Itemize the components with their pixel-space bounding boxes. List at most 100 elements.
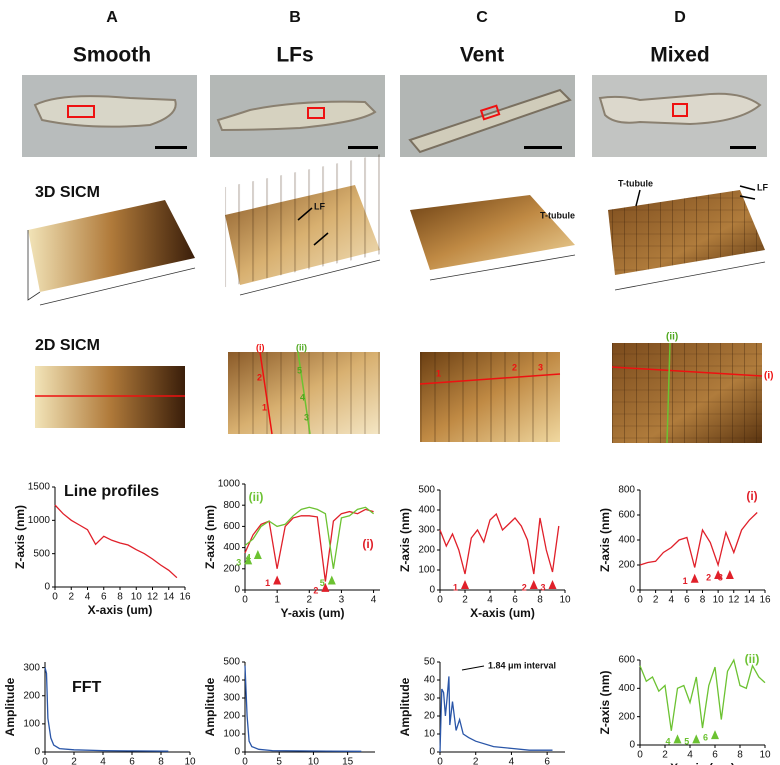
y-tick-label: 1500 [28, 482, 51, 493]
series-label: (ii) [249, 490, 264, 504]
row-label: 2D SICM [35, 337, 100, 354]
sicm-2d-images [35, 342, 763, 444]
image-annotation: T-tubule [618, 178, 653, 188]
x-tick-label: 3 [339, 595, 345, 606]
series-line [244, 508, 374, 582]
x-axis-label: Y-axis (um) [280, 606, 344, 620]
y-tick-label: 500 [223, 657, 240, 668]
brightfield-images [22, 75, 767, 157]
marker-label: 1 [265, 578, 270, 588]
column-title: LFs [276, 44, 313, 67]
marker [692, 734, 701, 744]
x-tick-label: 8 [117, 592, 123, 603]
x-tick-label: 0 [242, 595, 248, 606]
x-tick-label: 10 [131, 592, 143, 603]
x-tick-label: 6 [544, 757, 550, 765]
y-tick-label: 50 [424, 657, 436, 668]
marker [711, 730, 719, 740]
x-tick-label: 8 [700, 595, 706, 606]
marker-label: 5 [684, 737, 689, 747]
x-tick-label: 4 [100, 757, 106, 765]
y-tick-label: 400 [223, 675, 240, 686]
x-tick-label: 4 [668, 595, 674, 606]
y-tick-label: 200 [618, 711, 635, 722]
column-letter: A [106, 9, 118, 26]
x-tick-label: 5 [276, 757, 282, 765]
series-line [439, 676, 553, 753]
image-annotation: (i) [764, 371, 773, 382]
x-tick-label: 0 [437, 595, 443, 606]
series-line [54, 504, 178, 579]
y-tick-label: 500 [33, 548, 50, 559]
row-label: 3D SICM [35, 184, 100, 201]
x-tick-label: 2 [473, 757, 479, 765]
x-tick-label: 8 [737, 750, 743, 761]
y-tick-label: 600 [618, 655, 635, 666]
marker [548, 580, 557, 589]
image-annotation: T-tubule [540, 210, 575, 220]
x-axis-label: X-axis (um) [88, 603, 153, 617]
y-tick-label: 300 [418, 525, 435, 536]
x-tick-label: 4 [487, 595, 493, 606]
column-title: Mixed [650, 44, 710, 67]
y-axis-label: Amplitude [203, 677, 217, 736]
x-tick-label: 0 [637, 750, 643, 761]
x-tick-label: 4 [371, 595, 377, 606]
y-axis-label: Z-axis (nm) [598, 508, 612, 572]
y-tick-label: 0 [429, 585, 435, 596]
x-tick-label: 6 [684, 595, 690, 606]
marker [690, 573, 699, 583]
x-tick-label: 2 [653, 595, 659, 606]
series-label: (i) [746, 489, 757, 503]
x-tick-label: 0 [52, 592, 58, 603]
x-tick-label: 4 [687, 750, 693, 761]
marker-label: 3 [236, 558, 241, 568]
column-letter: B [289, 9, 301, 26]
chart-title: Line profiles [64, 483, 159, 500]
sicm-3d-images [27, 154, 766, 306]
y-tick-label: 400 [618, 535, 635, 546]
image-annotation: 2 [257, 372, 262, 382]
x-tick-label: 8 [158, 757, 164, 765]
x-tick-label: 6 [512, 595, 518, 606]
x-tick-label: 2 [71, 757, 77, 765]
y-tick-label: 300 [223, 693, 240, 704]
x-tick-label: 10 [184, 757, 196, 765]
x-tick-label: 1 [274, 595, 280, 606]
marker [244, 555, 253, 565]
x-tick-label: 10 [713, 595, 725, 606]
y-tick-label: 500 [418, 485, 435, 496]
marker-label: 5 [320, 578, 325, 588]
image-annotation: 4 [300, 392, 305, 402]
column-letter: C [476, 9, 488, 26]
annotation-arrow [461, 665, 485, 671]
marker [529, 580, 538, 589]
x-tick-label: 4 [85, 592, 91, 603]
y-tick-label: 600 [618, 510, 635, 521]
x-tick-label: 0 [42, 757, 48, 765]
y-tick-label: 0 [44, 582, 50, 593]
y-axis-label: Z-axis (nm) [598, 670, 612, 734]
marker-label: 6 [703, 732, 708, 742]
y-tick-label: 200 [618, 560, 635, 571]
column-title: Vent [460, 44, 504, 67]
x-tick-label: 16 [759, 595, 771, 606]
image-annotation: 5 [297, 365, 302, 375]
y-tick-label: 800 [223, 500, 240, 511]
image-annotation: 3 [538, 362, 543, 372]
x-tick-label: 10 [759, 750, 771, 761]
marker-label: 3 [540, 582, 545, 592]
y-tick-label: 20 [424, 711, 436, 722]
y-tick-label: 1000 [218, 479, 241, 490]
y-tick-label: 200 [223, 711, 240, 722]
x-tick-label: 15 [342, 757, 354, 765]
x-tick-label: 10 [308, 757, 320, 765]
x-tick-label: 2 [462, 595, 468, 606]
y-tick-label: 200 [223, 563, 240, 574]
y-tick-label: 0 [34, 747, 40, 758]
y-tick-label: 40 [424, 675, 436, 686]
y-tick-label: 200 [418, 545, 435, 556]
x-tick-label: 2 [68, 592, 74, 603]
x-tick-label: 4 [509, 757, 515, 765]
